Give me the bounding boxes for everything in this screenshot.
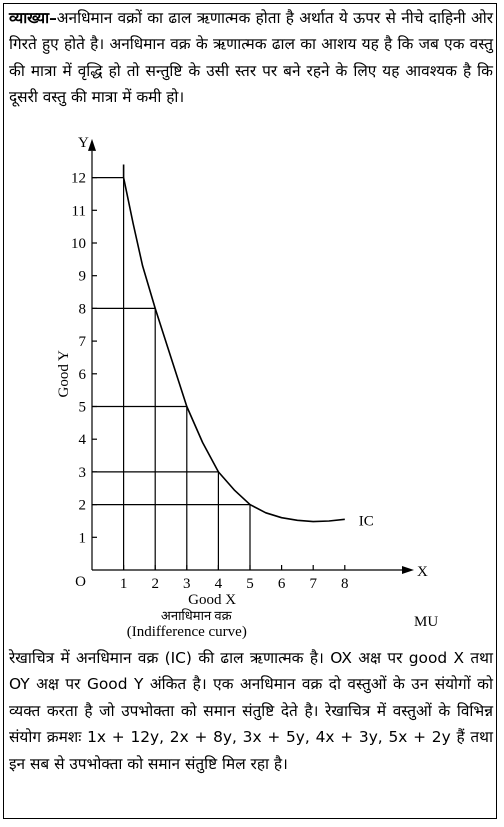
x-tick-label: 6 — [278, 576, 286, 592]
y-tick-label: 1 — [79, 530, 87, 546]
x-axis-letter: X — [417, 564, 428, 580]
y-tick-label: 7 — [79, 334, 87, 350]
y-tick-label: 6 — [79, 367, 87, 383]
y-tick-label: 5 — [79, 400, 87, 416]
x-tick-label: 2 — [151, 576, 159, 592]
y-tick-label: 9 — [79, 269, 87, 285]
chart-series: IC — [122, 164, 374, 529]
y-tick-label: 11 — [72, 203, 86, 219]
page-frame — [3, 3, 497, 819]
y-axis-letter: Y — [78, 135, 89, 151]
explanation-paragraph: व्याख्या–अनधिमान वक्रों का ढाल ऋणात्मक ह… — [9, 5, 493, 111]
x-tick-label: 8 — [341, 576, 349, 592]
y-tick-label: 4 — [79, 432, 87, 448]
y-tick-label: 2 — [79, 498, 87, 514]
x-axis-arrow — [402, 566, 414, 574]
corner-label: MU — [414, 614, 438, 630]
chart-subtitle: (Indifference curve) — [127, 624, 247, 640]
chart-text: O X Y Good X Good Y अनाधिमान वक्र(Indifferenc… — [56, 135, 438, 640]
chart-axes — [88, 138, 414, 574]
ic-curve — [122, 164, 345, 523]
explanation-lead: व्याख्या– — [9, 9, 57, 27]
explanation-text: अनधिमान वक्रों का ढाल ऋणात्मक होता है अर… — [9, 9, 493, 107]
x-tick-label: 4 — [215, 576, 223, 592]
y-tick-label: 3 — [79, 465, 87, 481]
x-tick-label: 1 — [120, 576, 128, 592]
x-tick-label: 7 — [309, 576, 317, 592]
y-tick-label: 8 — [79, 301, 87, 317]
y-axis-label: Good Y — [56, 350, 72, 398]
origin-label: O — [75, 574, 86, 590]
y-tick-label: 10 — [71, 236, 86, 252]
chart-title: अनाधिमान वक्र — [161, 608, 233, 623]
x-tick-label: 3 — [183, 576, 191, 592]
x-tick-label: 5 — [246, 576, 254, 592]
chart-grid-lines — [92, 177, 251, 570]
ic-curve-label: IC — [359, 513, 374, 529]
y-axis-arrow — [88, 138, 96, 151]
description-paragraph: रेखाचित्र में अनधिमान वक्र (IC) की ढाल ऋ… — [9, 649, 493, 773]
x-axis-label: Good X — [188, 592, 236, 608]
y-tick-label: 12 — [71, 171, 86, 187]
